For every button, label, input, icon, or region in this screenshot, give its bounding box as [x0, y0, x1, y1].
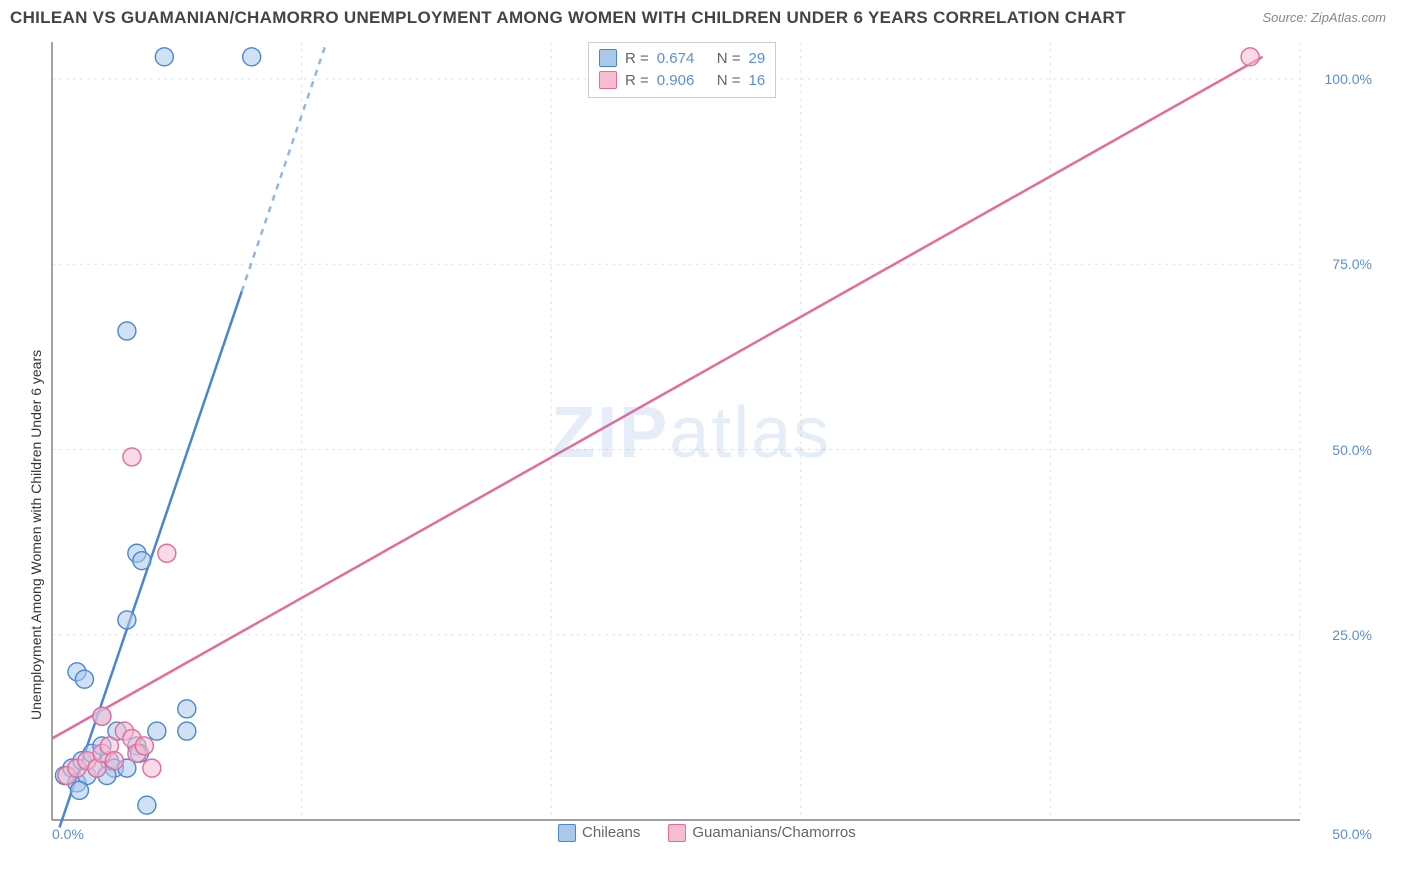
swatch-icon [668, 824, 686, 842]
scatter-svg [48, 40, 1378, 850]
legend-r-value: 0.674 [657, 50, 709, 67]
legend-n-label: N = [717, 50, 741, 67]
legend-stats-box: R = 0.674 N = 29 R = 0.906 N = 16 [588, 42, 776, 98]
legend-r-label: R = [625, 72, 649, 89]
legend-series-name: Chileans [582, 824, 640, 841]
y-tick-label: 50.0% [1332, 442, 1372, 458]
chart-area: R = 0.674 N = 29 R = 0.906 N = 16 Chileans Guama… [48, 40, 1378, 850]
y-axis-label: Unemployment Among Women with Children U… [28, 350, 44, 720]
x-tick-label: 0.0% [52, 826, 84, 842]
legend-r-value: 0.906 [657, 72, 709, 89]
legend-n-label: N = [717, 72, 741, 89]
legend-n-value: 29 [749, 50, 766, 67]
y-tick-label: 25.0% [1332, 627, 1372, 643]
y-tick-label: 75.0% [1332, 256, 1372, 272]
source-label: Source: ZipAtlas.com [1262, 10, 1386, 25]
legend-item: Chileans [558, 824, 640, 842]
swatch-icon [599, 71, 617, 89]
page-title: CHILEAN VS GUAMANIAN/CHAMORRO UNEMPLOYME… [10, 8, 1126, 27]
legend-r-label: R = [625, 50, 649, 67]
legend-series-name: Guamanians/Chamorros [692, 824, 855, 841]
legend-n-value: 16 [749, 72, 766, 89]
swatch-icon [558, 824, 576, 842]
swatch-icon [599, 49, 617, 67]
legend-item: Guamanians/Chamorros [668, 824, 855, 842]
legend-bottom: Chileans Guamanians/Chamorros [558, 824, 856, 842]
legend-stat-row: R = 0.906 N = 16 [599, 69, 765, 91]
legend-stat-row: R = 0.674 N = 29 [599, 47, 765, 69]
y-tick-label: 100.0% [1325, 71, 1372, 87]
x-tick-label: 50.0% [1332, 826, 1372, 842]
